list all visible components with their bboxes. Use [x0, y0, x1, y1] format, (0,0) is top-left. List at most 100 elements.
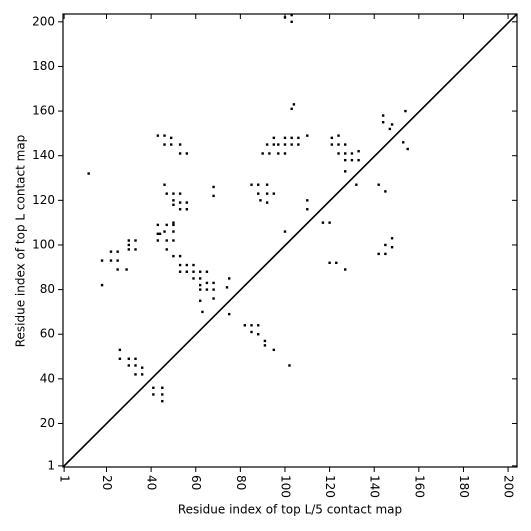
contact-point: [185, 201, 189, 204]
contact-point: [283, 16, 287, 19]
contact-point: [306, 134, 309, 137]
contact-point: [134, 364, 137, 367]
contact-point: [127, 364, 131, 367]
contact-point: [212, 194, 215, 198]
contact-point: [283, 152, 287, 155]
contact-point: [390, 123, 394, 126]
contact-point: [277, 152, 280, 155]
contact-point: [344, 143, 347, 146]
contact-point: [265, 183, 269, 186]
contact-point: [199, 270, 202, 273]
contact-point: [212, 288, 215, 291]
contact-point: [152, 393, 155, 396]
x-tick-label: 1: [58, 475, 72, 483]
contact-point: [125, 268, 128, 271]
contact-point: [250, 330, 253, 334]
diagonal: [62, 13, 518, 468]
contact-point: [344, 268, 347, 271]
x-tick-label: 20: [100, 475, 114, 490]
x-tick-label: 40: [145, 475, 159, 490]
contact-point: [172, 239, 175, 242]
contact-point: [404, 109, 407, 113]
contact-point: [328, 261, 331, 265]
contact-point: [163, 134, 166, 137]
contact-point: [140, 366, 144, 369]
contact-point: [185, 270, 189, 273]
plot-frame: [62, 13, 518, 468]
contact-point: [118, 348, 122, 352]
x-tick-label: 200: [502, 475, 516, 498]
contact-point: [381, 121, 385, 124]
contact-point: [109, 259, 113, 262]
contact-point: [250, 183, 253, 186]
contact-point: [350, 158, 354, 162]
contact-point: [172, 203, 175, 206]
y-tick-label: 100: [32, 237, 55, 251]
contact-point: [228, 277, 231, 280]
contact-point: [257, 324, 260, 327]
contact-point: [265, 192, 269, 195]
y-tick-label: 160: [32, 104, 55, 118]
contact-point: [288, 364, 291, 367]
contact-point: [265, 143, 269, 146]
contact-point: [384, 190, 387, 193]
contact-point: [384, 243, 387, 247]
contact-point: [134, 373, 137, 376]
contact-point: [161, 386, 164, 389]
contact-point: [330, 143, 334, 146]
contact-point: [100, 259, 104, 262]
y-tick-label: 80: [40, 282, 55, 296]
contact-point: [283, 230, 287, 233]
contact-point: [263, 339, 267, 343]
contact-point: [134, 248, 137, 251]
contact-point: [152, 386, 155, 389]
contact-point: [212, 185, 215, 189]
contact-point: [185, 152, 189, 155]
contact-point: [161, 399, 164, 403]
contact-point: [272, 143, 276, 146]
contact-point: [381, 114, 385, 117]
contact-point: [250, 324, 253, 327]
contact-point: [170, 143, 173, 146]
contact-point: [127, 357, 131, 360]
contact-point: [158, 232, 162, 236]
contact-point: [116, 268, 119, 271]
contact-point: [257, 192, 260, 195]
contact-point: [201, 310, 204, 314]
contact-point: [178, 152, 182, 155]
x-tick-label: 180: [457, 475, 471, 498]
contact-point: [172, 230, 175, 233]
x-tick-label: 80: [234, 475, 248, 490]
contact-point: [290, 13, 293, 17]
y-tick-label: 40: [40, 371, 55, 385]
y-tick-label: 1: [47, 458, 55, 472]
contact-point: [127, 239, 131, 242]
contact-point: [163, 143, 166, 146]
y-tick-label: 60: [40, 327, 55, 341]
contact-point: [321, 221, 325, 224]
contact-point: [212, 297, 215, 300]
contact-point: [172, 254, 175, 258]
contact-point: [390, 245, 394, 249]
contact-point: [257, 183, 260, 186]
contact-point: [156, 223, 160, 227]
contact-point: [337, 143, 340, 146]
contact-point: [178, 208, 182, 211]
contact-point: [178, 201, 182, 204]
contact-point: [292, 103, 296, 106]
contact-point: [178, 192, 182, 195]
x-tick-label: 120: [323, 475, 337, 498]
contact-point: [330, 136, 334, 140]
contact-point: [357, 158, 360, 162]
contact-point: [377, 252, 380, 256]
contact-point: [116, 250, 119, 253]
contact-point: [306, 208, 309, 211]
contact-point: [344, 152, 347, 155]
contact-point: [261, 152, 264, 155]
contact-point: [272, 348, 276, 352]
contact-point: [268, 152, 271, 155]
contact-point: [127, 243, 131, 247]
contact-point: [178, 143, 182, 146]
contact-point: [225, 286, 229, 289]
contact-point: [337, 152, 340, 155]
